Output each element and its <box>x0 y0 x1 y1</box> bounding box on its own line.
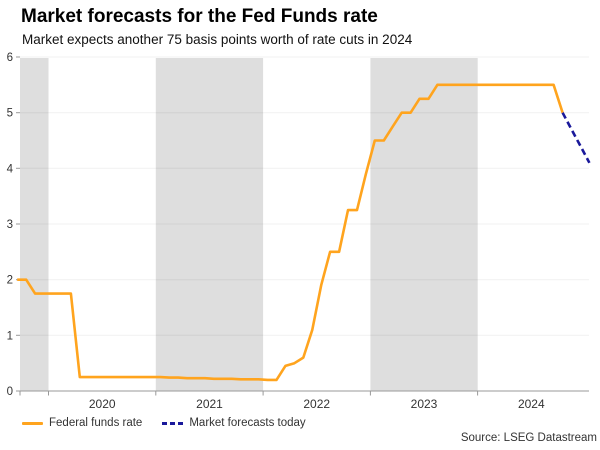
dashed-line-swatch-icon <box>162 421 184 425</box>
chart-legend: Federal funds rate Market forecasts toda… <box>22 417 306 429</box>
legend-item-market-forecasts: Market forecasts today <box>162 417 306 429</box>
chart-title: Market forecasts for the Fed Funds rate <box>21 6 378 27</box>
shaded-year-band <box>155 58 264 391</box>
legend-item-federal-funds-rate: Federal funds rate <box>22 417 142 429</box>
x-axis-year-label: 2020 <box>89 397 116 411</box>
x-axis-year-label: 2024 <box>518 397 545 411</box>
legend-label: Federal funds rate <box>49 417 143 429</box>
y-axis-tick-label: 2 <box>7 275 13 287</box>
x-axis-year-label: 2023 <box>411 397 438 411</box>
x-axis-year-label: 2022 <box>303 397 330 411</box>
x-axis-year-label: 2021 <box>196 397 223 411</box>
y-axis-tick-label: 1 <box>7 330 13 342</box>
chart-subtitle: Market expects another 75 basis points w… <box>22 32 413 47</box>
y-axis-tick-label: 5 <box>7 108 13 120</box>
y-axis-tick-label: 4 <box>7 163 14 175</box>
y-axis-tick-label: 0 <box>7 386 13 398</box>
y-axis-tick-label: 6 <box>7 52 13 64</box>
shaded-year-band <box>370 58 478 391</box>
y-axis-tick-label: 3 <box>7 219 13 231</box>
legend-label: Market forecasts today <box>189 417 306 429</box>
solid-line-swatch-icon <box>22 421 43 425</box>
federal-funds-rate-line <box>17 83 564 382</box>
shaded-year-band <box>20 58 49 391</box>
source-credit: Source: LSEG Datastream <box>460 432 597 444</box>
market-forecast-line <box>561 112 591 164</box>
